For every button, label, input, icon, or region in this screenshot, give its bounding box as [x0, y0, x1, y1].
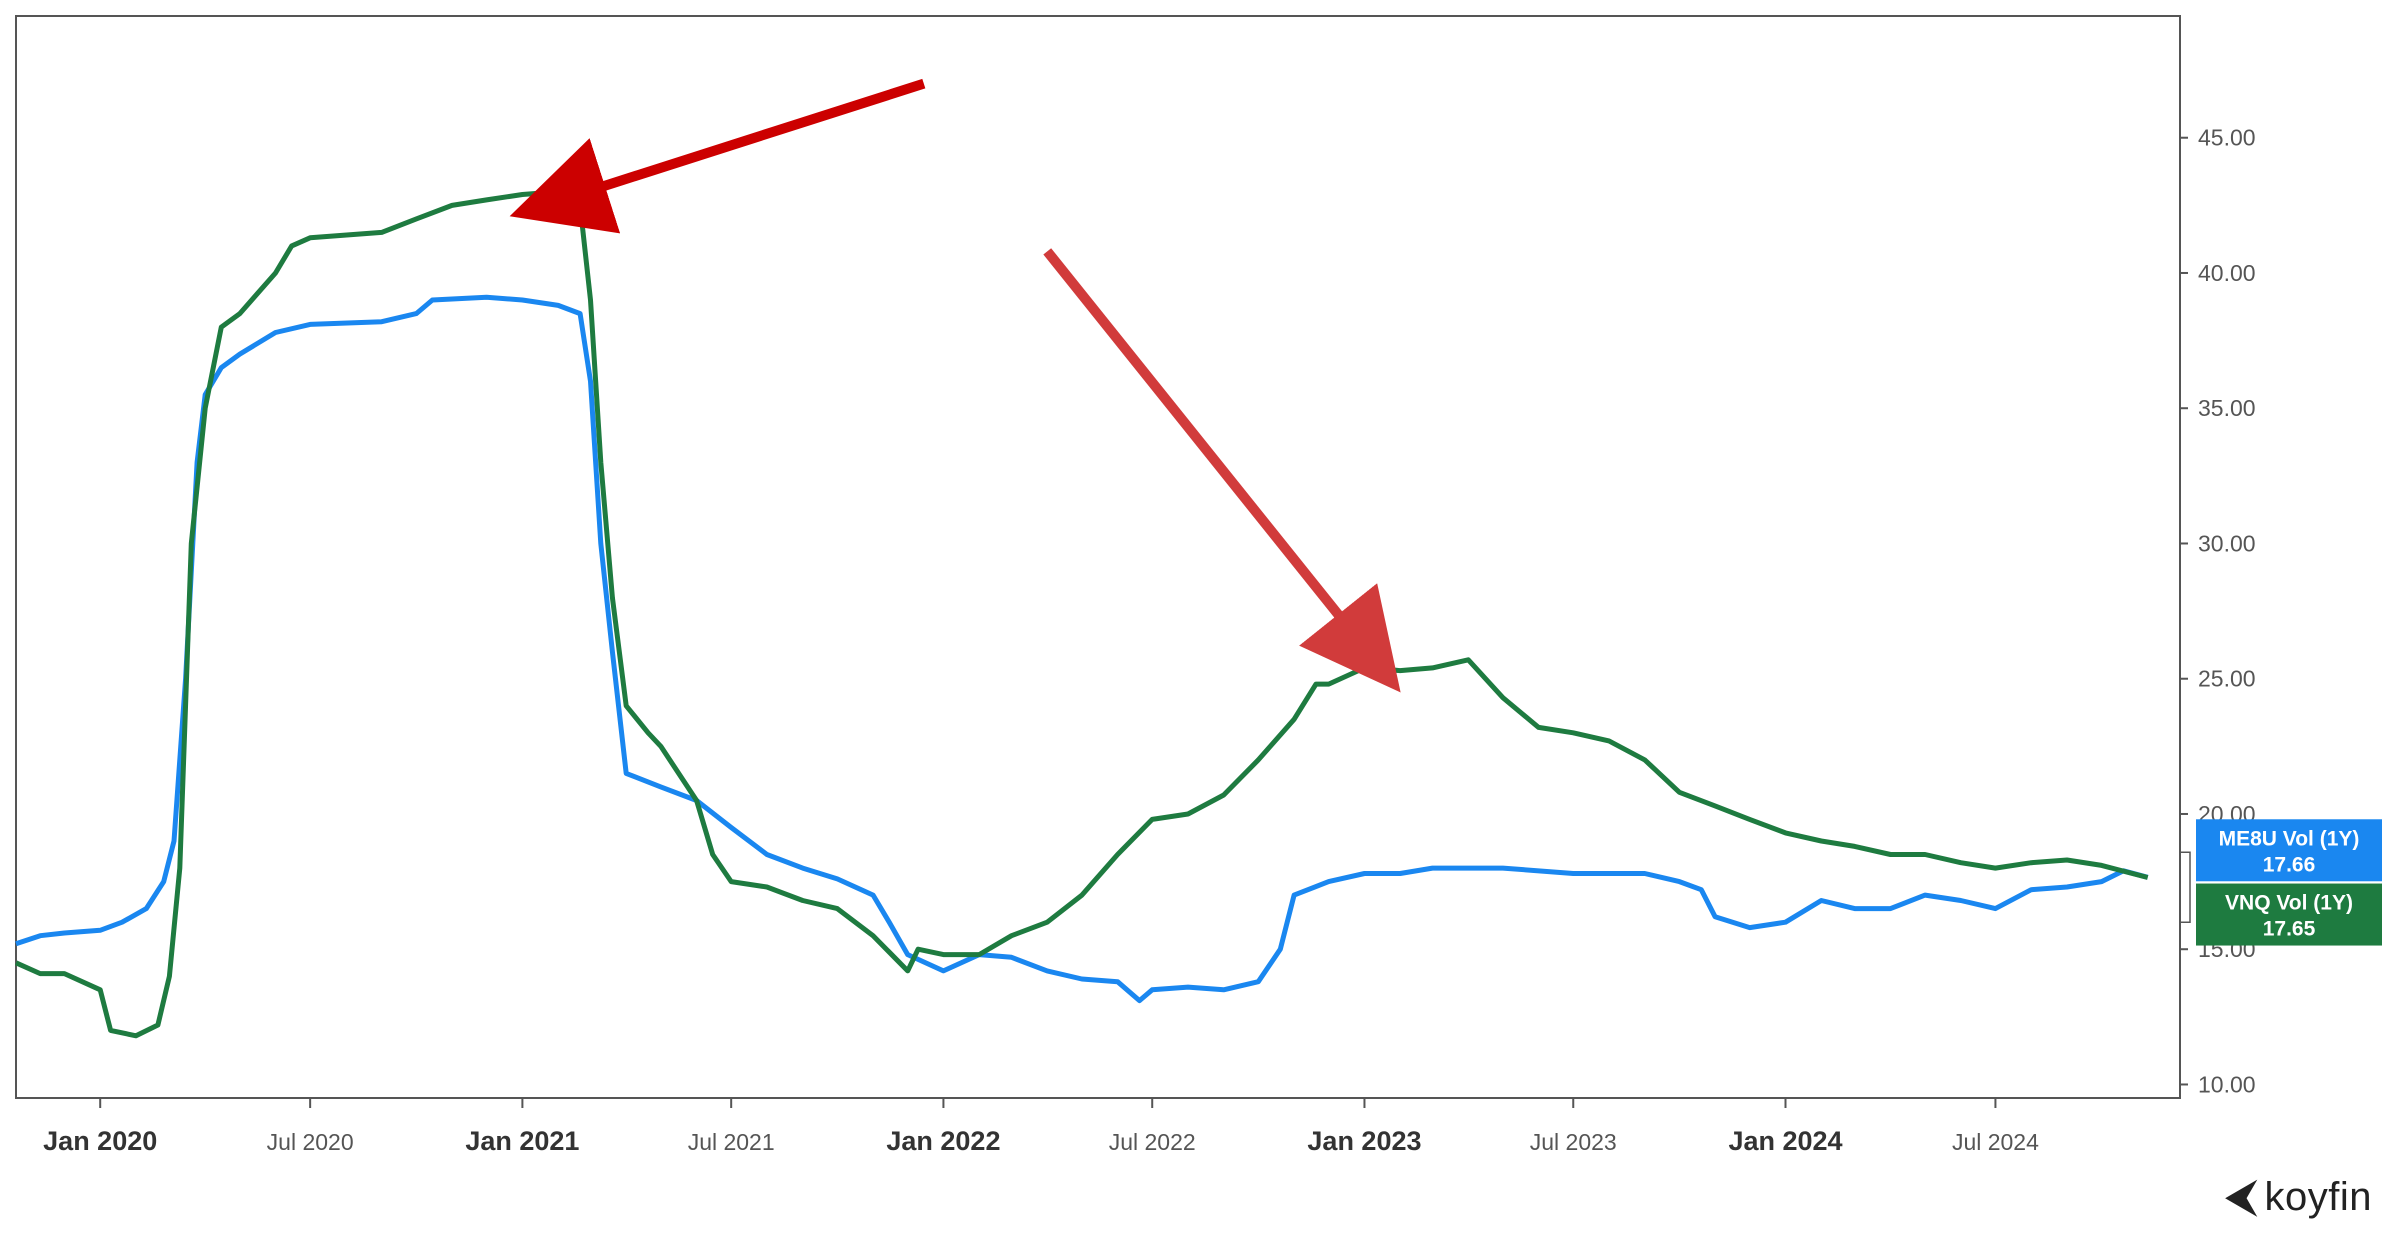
y-tick-label: 35.00	[2198, 395, 2256, 421]
logo-text: koyfin	[2264, 1175, 2372, 1219]
plot-frame	[15, 15, 2181, 1099]
y-tick-label: 10.00	[2198, 1071, 2256, 1097]
last-value-series-name: ME8U Vol (1Y)	[2219, 827, 2360, 850]
last-value-number: 17.65	[2263, 918, 2316, 941]
annotation-layer	[509, 78, 1401, 693]
annotation-arrow	[1043, 248, 1401, 693]
x-tick-label: Jan 2020	[43, 1126, 157, 1156]
label-connector	[2180, 851, 2191, 924]
x-tick-label: Jan 2024	[1728, 1126, 1842, 1156]
x-tick-label: Jul 2021	[688, 1129, 775, 1155]
koyfin-logo: ⮜ koyfin	[2226, 1172, 2372, 1222]
x-tick-label: Jul 2022	[1109, 1129, 1196, 1155]
last-value-series-name: VNQ Vol (1Y)	[2225, 892, 2353, 915]
x-axis: Jan 2020 Jul 2020 Jan 2021 Jul 2021 Jan 2022…	[43, 1098, 2039, 1156]
y-tick-label: 40.00	[2198, 260, 2256, 286]
last-value-label-bg	[2196, 819, 2382, 882]
last-value-number: 17.66	[2263, 853, 2316, 876]
x-tick-label: Jul 2024	[1952, 1129, 2039, 1155]
y-tick-label: 45.00	[2198, 125, 2256, 151]
x-tick-label: Jan 2022	[886, 1126, 1000, 1156]
koyfin-mark-icon: ⮜	[2226, 1172, 2257, 1219]
y-tick-label: 25.00	[2198, 666, 2256, 692]
x-tick-label: Jan 2023	[1307, 1126, 1421, 1156]
x-tick-label: Jan 2021	[465, 1126, 579, 1156]
x-tick-label: Jul 2020	[267, 1129, 354, 1155]
series-line-vnq	[14, 189, 2149, 1039]
last-value-label-bg	[2196, 883, 2382, 946]
annotation-arrow	[509, 78, 926, 234]
series-line-me8u	[15, 294, 2149, 1004]
series-layer	[14, 189, 2149, 1039]
x-tick-label: Jul 2023	[1530, 1129, 1617, 1155]
last-value-labels: ME8U Vol (1Y) 17.66 VNQ Vol (1Y) 17.65	[2180, 819, 2382, 946]
y-tick-label: 30.00	[2198, 530, 2256, 556]
